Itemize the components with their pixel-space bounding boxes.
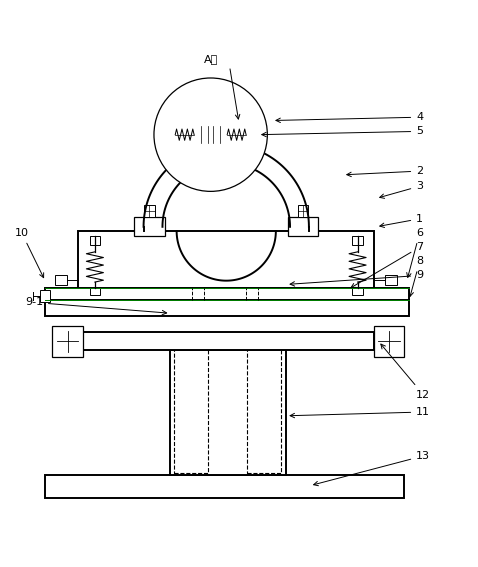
Circle shape [154,78,267,192]
Bar [90,287,100,294]
Bar [83,332,374,350]
Bar [172,129,178,141]
Text: 12: 12 [381,344,430,400]
Bar [245,129,250,141]
Bar [194,126,227,143]
Text: 8: 8 [409,256,424,297]
Bar [174,344,208,473]
Bar [90,236,100,245]
Text: 11: 11 [290,407,430,418]
Bar [374,326,404,357]
Text: 5: 5 [262,126,423,137]
Bar [385,275,397,285]
Text: 13: 13 [314,451,430,486]
Bar [45,299,409,316]
Text: 6: 6 [407,228,423,277]
Bar [40,290,50,302]
Text: A部: A部 [204,54,218,64]
Text: 2: 2 [347,166,424,177]
Bar [45,287,409,299]
Bar [134,217,165,236]
Bar [45,475,404,498]
Text: 4: 4 [276,112,424,122]
Bar [352,287,363,294]
Bar [288,217,318,236]
Text: 9-1: 9-1 [25,298,167,315]
Bar [247,344,281,473]
Bar [78,231,374,287]
Bar [55,275,66,285]
Text: 9: 9 [290,270,424,286]
Bar [171,350,286,475]
Bar [144,205,155,217]
Bar [352,236,363,245]
Text: 1: 1 [380,214,423,227]
Bar [298,205,308,217]
Text: 7: 7 [351,242,424,287]
Bar [53,326,83,357]
Text: 10: 10 [15,228,43,278]
Text: 3: 3 [380,181,423,198]
